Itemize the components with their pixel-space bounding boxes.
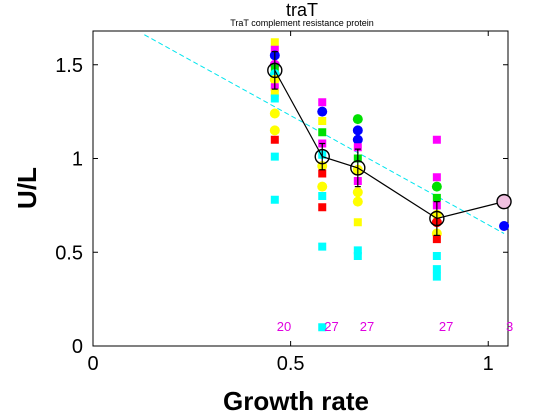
count-label: 27 [324, 319, 338, 334]
mean-marker [429, 210, 445, 227]
count-label: 3 [506, 319, 513, 334]
data-point [432, 193, 441, 202]
y-tick-label: 0.5 [55, 242, 83, 264]
data-point [432, 173, 441, 182]
y-tick-label: 0 [72, 336, 83, 358]
fit-line [144, 34, 505, 234]
chart-title: traT [286, 0, 318, 20]
data-point [432, 272, 441, 281]
data-point [318, 98, 327, 107]
ticks-layer: 0 0.5 1 0 0.5 1 1.5 [55, 31, 508, 375]
data-point [353, 252, 362, 260]
data-point [352, 187, 363, 198]
data-point [270, 45, 279, 54]
y-axis-label: U/L [12, 167, 42, 209]
data-point [352, 134, 363, 145]
data-point [318, 203, 327, 212]
data-point [318, 117, 327, 125]
data-point [270, 152, 279, 161]
data-point [353, 218, 362, 227]
x-tick-label: 1 [483, 353, 494, 375]
data-point [432, 235, 441, 244]
data-point [432, 252, 441, 260]
data-point [269, 108, 280, 119]
scatter-points-layer [269, 38, 510, 332]
data-point [353, 143, 362, 152]
data-point [352, 125, 363, 136]
data-point [318, 169, 327, 178]
data-point [270, 38, 279, 47]
x-tick-label: 0 [87, 353, 98, 375]
mean-marker [267, 62, 283, 79]
data-point [499, 221, 510, 231]
data-point [353, 246, 362, 255]
data-point [269, 125, 280, 136]
data-point [270, 135, 279, 144]
mean-series-layer [267, 51, 512, 236]
data-point [318, 192, 327, 200]
plot-area [92, 30, 509, 347]
data-point [318, 128, 327, 137]
data-point [352, 114, 363, 125]
counts-layer: 20 27 27 27 3 [277, 319, 513, 334]
data-point [317, 181, 328, 192]
data-point [431, 181, 442, 192]
y-tick-label: 1.5 [55, 55, 83, 77]
mean-marker [350, 160, 366, 176]
data-point [432, 265, 441, 274]
y-tick-label: 1 [72, 149, 83, 171]
data-point [318, 323, 327, 332]
data-point [270, 88, 279, 97]
x-axis-label: Growth rate [223, 386, 369, 416]
data-point [318, 242, 327, 251]
mean-marker [496, 193, 512, 210]
data-point [432, 135, 441, 144]
data-point [270, 94, 279, 103]
count-label: 27 [360, 319, 374, 334]
x-tick-label: 0.5 [277, 353, 305, 375]
mean-line [274, 70, 505, 220]
fit-line-layer [144, 34, 505, 234]
data-point [270, 195, 279, 204]
chart-subtitle: TraT complement resistance protein [230, 18, 374, 28]
data-point [317, 106, 328, 117]
count-label: 27 [439, 319, 453, 334]
mean-marker [314, 148, 330, 165]
count-label: 20 [277, 319, 291, 334]
data-point [352, 196, 363, 207]
